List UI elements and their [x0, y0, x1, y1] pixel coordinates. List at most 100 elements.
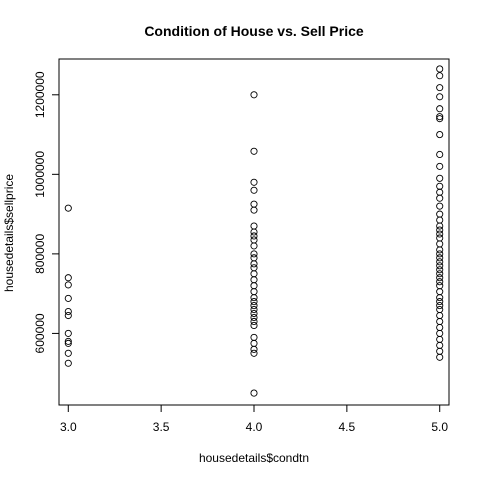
data-point	[436, 288, 444, 296]
data-point	[250, 298, 258, 306]
data-point	[250, 91, 258, 99]
data-point	[250, 147, 258, 155]
data-point	[436, 234, 444, 242]
data-point	[250, 254, 258, 262]
data-point	[250, 186, 258, 194]
data-point	[436, 202, 444, 210]
data-point	[436, 188, 444, 196]
data-point	[436, 246, 444, 254]
data-point	[436, 335, 444, 343]
data-point	[436, 240, 444, 248]
x-tick-label: 4.5	[339, 420, 356, 434]
data-point	[64, 281, 72, 289]
data-point	[436, 341, 444, 349]
data-point	[250, 349, 258, 357]
data-point	[250, 309, 258, 318]
data-point	[436, 150, 444, 158]
data-point	[64, 311, 72, 320]
data-point	[64, 274, 72, 282]
data-point	[64, 339, 72, 347]
data-point	[250, 222, 258, 230]
data-point	[436, 84, 444, 92]
data-point	[436, 222, 444, 230]
data-point	[64, 204, 72, 212]
data-point	[250, 260, 258, 268]
data-point	[250, 206, 258, 214]
data-point	[250, 288, 258, 296]
data-point	[436, 182, 444, 190]
data-point	[64, 307, 72, 316]
data-point	[436, 194, 444, 202]
data-point	[436, 131, 444, 139]
data-point	[436, 250, 444, 258]
data-point	[64, 329, 72, 337]
data-point	[436, 298, 444, 306]
data-point	[436, 311, 444, 320]
x-tick-label: 3.5	[153, 420, 170, 434]
data-point	[436, 353, 444, 361]
data-point	[436, 258, 444, 266]
data-point	[250, 242, 258, 250]
data-point	[250, 270, 258, 278]
data-point	[436, 294, 444, 302]
data-point	[436, 317, 444, 326]
data-point	[436, 347, 444, 355]
data-point	[250, 294, 258, 302]
data-point	[250, 317, 258, 326]
y-axis-label: housedetails$sellprice	[2, 174, 16, 292]
data-point	[436, 174, 444, 182]
data-point	[250, 306, 258, 314]
data-point	[436, 115, 444, 123]
data-point	[436, 302, 444, 310]
data-point	[250, 282, 258, 290]
data-point	[436, 72, 444, 80]
y-tick-label: 1200000	[33, 71, 47, 118]
data-point	[436, 306, 444, 314]
data-point	[436, 329, 444, 337]
data-point	[250, 228, 258, 236]
data-point	[64, 337, 72, 345]
data-point	[250, 264, 258, 272]
data-point	[436, 210, 444, 218]
data-point	[250, 339, 258, 347]
data-point	[64, 294, 72, 302]
data-point	[250, 333, 258, 341]
data-point	[250, 313, 258, 322]
data-point	[250, 389, 258, 397]
data-point	[250, 276, 258, 284]
data-point	[436, 266, 444, 274]
x-tick-label: 3.0	[60, 420, 77, 434]
data-point	[64, 359, 72, 367]
data-point	[250, 200, 258, 208]
data-point	[436, 282, 444, 290]
data-point	[436, 113, 444, 121]
data-point	[436, 323, 444, 331]
data-point	[436, 65, 444, 73]
data-point	[250, 236, 258, 244]
y-tick-label: 600000	[33, 313, 47, 353]
data-point	[436, 274, 444, 282]
data-point	[436, 105, 444, 113]
plot-frame	[58, 58, 450, 406]
data-point	[250, 302, 258, 310]
y-tick-label: 1000000	[33, 151, 47, 198]
data-point	[250, 250, 258, 258]
data-point	[436, 254, 444, 262]
data-point	[436, 278, 444, 286]
x-axis: 3.0 3.5 4.0 4.5 5.0	[60, 404, 448, 434]
data-point	[436, 270, 444, 278]
y-tick-label: 800000	[33, 234, 47, 274]
x-tick-label: 5.0	[431, 420, 448, 434]
data-point	[250, 321, 258, 330]
data-point	[436, 262, 444, 270]
x-axis-label: housedetails$condtn	[199, 451, 309, 465]
data-point	[436, 93, 444, 101]
data-point	[250, 232, 258, 240]
data-point	[250, 345, 258, 353]
chart-title: Condition of House vs. Sell Price	[144, 23, 364, 39]
data-points	[64, 65, 444, 397]
data-point	[250, 178, 258, 186]
data-point	[436, 226, 444, 234]
